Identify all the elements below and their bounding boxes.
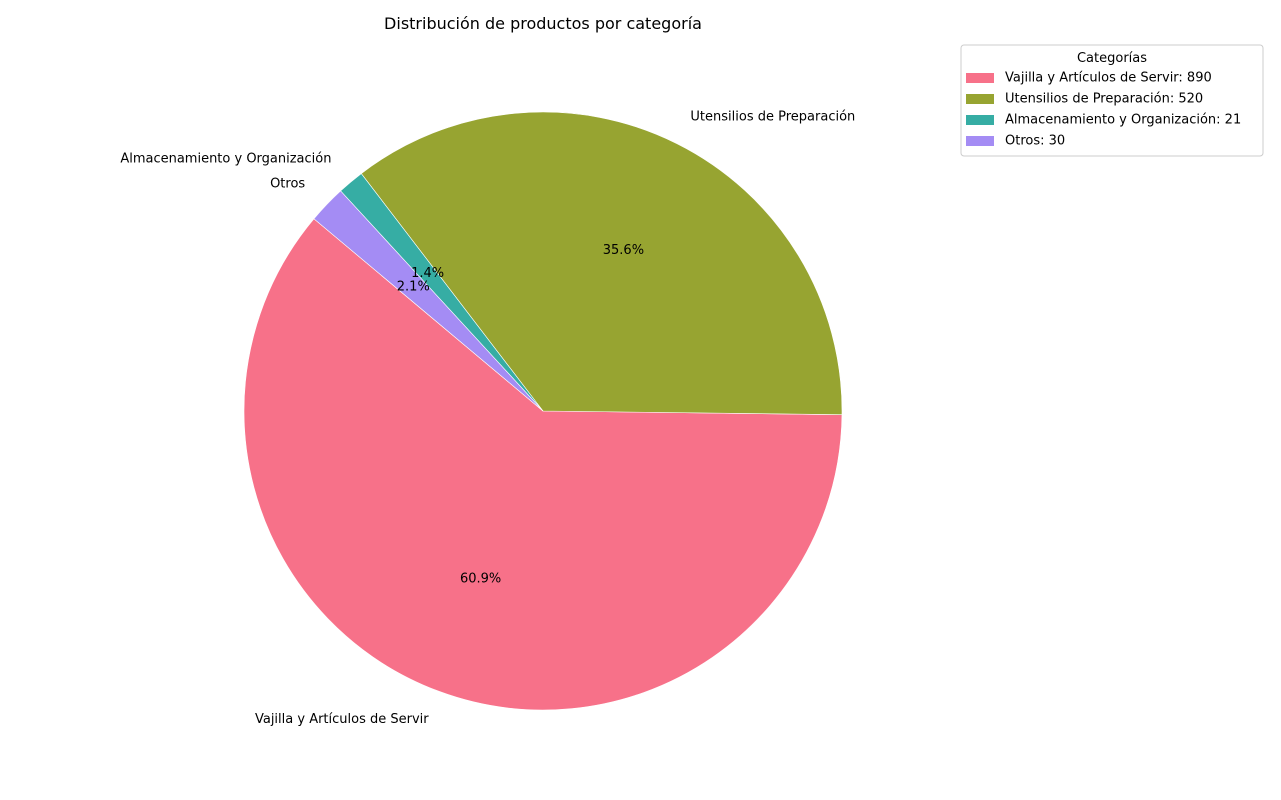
legend-swatch-otros	[966, 136, 994, 146]
legend-swatch-vajilla-y-articulos-de-servir	[966, 73, 994, 83]
pie-slice-utensilios-de-preparacion	[360, 111, 843, 415]
slice-label-utensilios-de-preparacion: Utensilios de Preparación	[690, 109, 855, 124]
percent-label-otros: 2.1%	[397, 280, 430, 295]
slice-labels: Vajilla y Artículos de Servir Utensilios …	[120, 109, 855, 726]
pie-slice-otros	[313, 190, 544, 412]
percent-label-vajilla-y-articulos-de-servir: 60.9%	[460, 572, 501, 587]
slice-label-almacenamiento-y-organizacion: Almacenamiento y Organización	[120, 152, 331, 167]
legend-swatch-almacenamiento-y-organizacion	[966, 115, 994, 125]
pie-slice-vajilla-y-articulos-de-servir	[243, 218, 843, 711]
percent-labels: 60.9% 35.6% 1.4%2.1%	[397, 243, 644, 587]
percent-label-almacenamiento-y-organizacion: 1.4%	[411, 266, 444, 281]
legend-swatch-utensilios-de-preparacion	[966, 94, 994, 104]
chart-title: Distribución de productos por categoría	[384, 14, 702, 33]
legend-frame	[960, 44, 1264, 157]
percent-label-utensilios-de-preparacion: 35.6%	[603, 243, 644, 258]
legend-label-almacenamiento-y-organizacion: Almacenamiento y Organización: 21	[1005, 113, 1241, 128]
slice-label-vajilla-y-articulos-de-servir: Vajilla y Artículos de Servir	[255, 712, 429, 727]
legend: Categorías Vajilla y Artículos de Servir…	[960, 44, 1264, 157]
legend-label-otros: Otros: 30	[1005, 134, 1065, 149]
slice-label-otros: Otros	[270, 176, 305, 191]
legend-label-utensilios-de-preparacion: Utensilios de Preparación: 520	[1005, 92, 1203, 107]
legend-title: Categorías	[1077, 51, 1147, 66]
pie-slices	[243, 111, 843, 711]
legend-items: Vajilla y Artículos de Servir: 890 Utensi…	[966, 71, 1241, 149]
legend-label-vajilla-y-articulos-de-servir: Vajilla y Artículos de Servir: 890	[1005, 71, 1212, 86]
